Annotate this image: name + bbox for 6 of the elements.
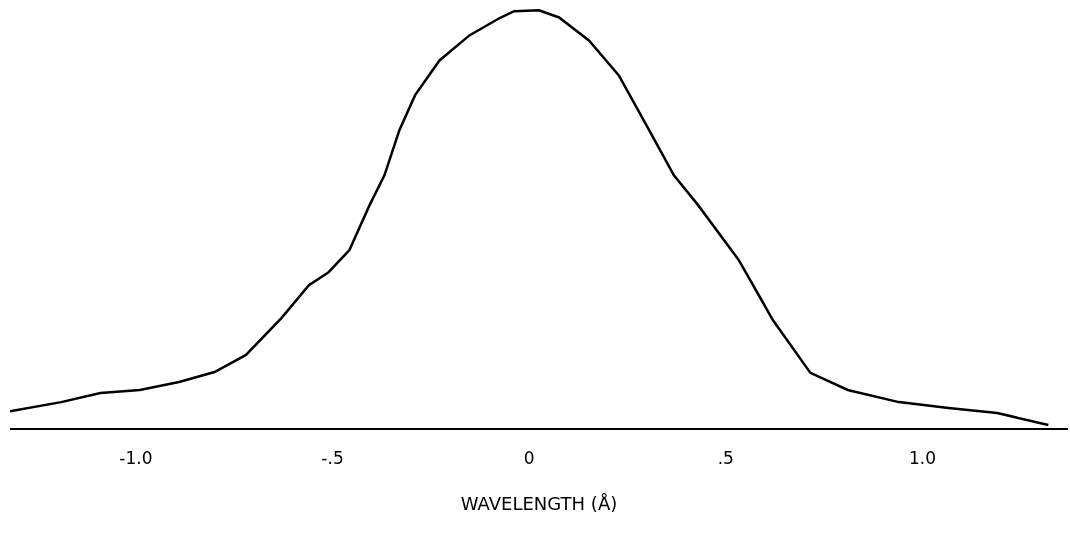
x-tick-label: 1.0 xyxy=(908,448,936,469)
x-tick-label: .5 xyxy=(717,448,734,469)
x-tick-label: -.5 xyxy=(321,448,344,469)
x-tick-label: 0 xyxy=(523,448,535,469)
x-axis-title: WAVELENGTH (Å) xyxy=(460,493,618,514)
x-tick-label: -1.0 xyxy=(119,448,153,469)
